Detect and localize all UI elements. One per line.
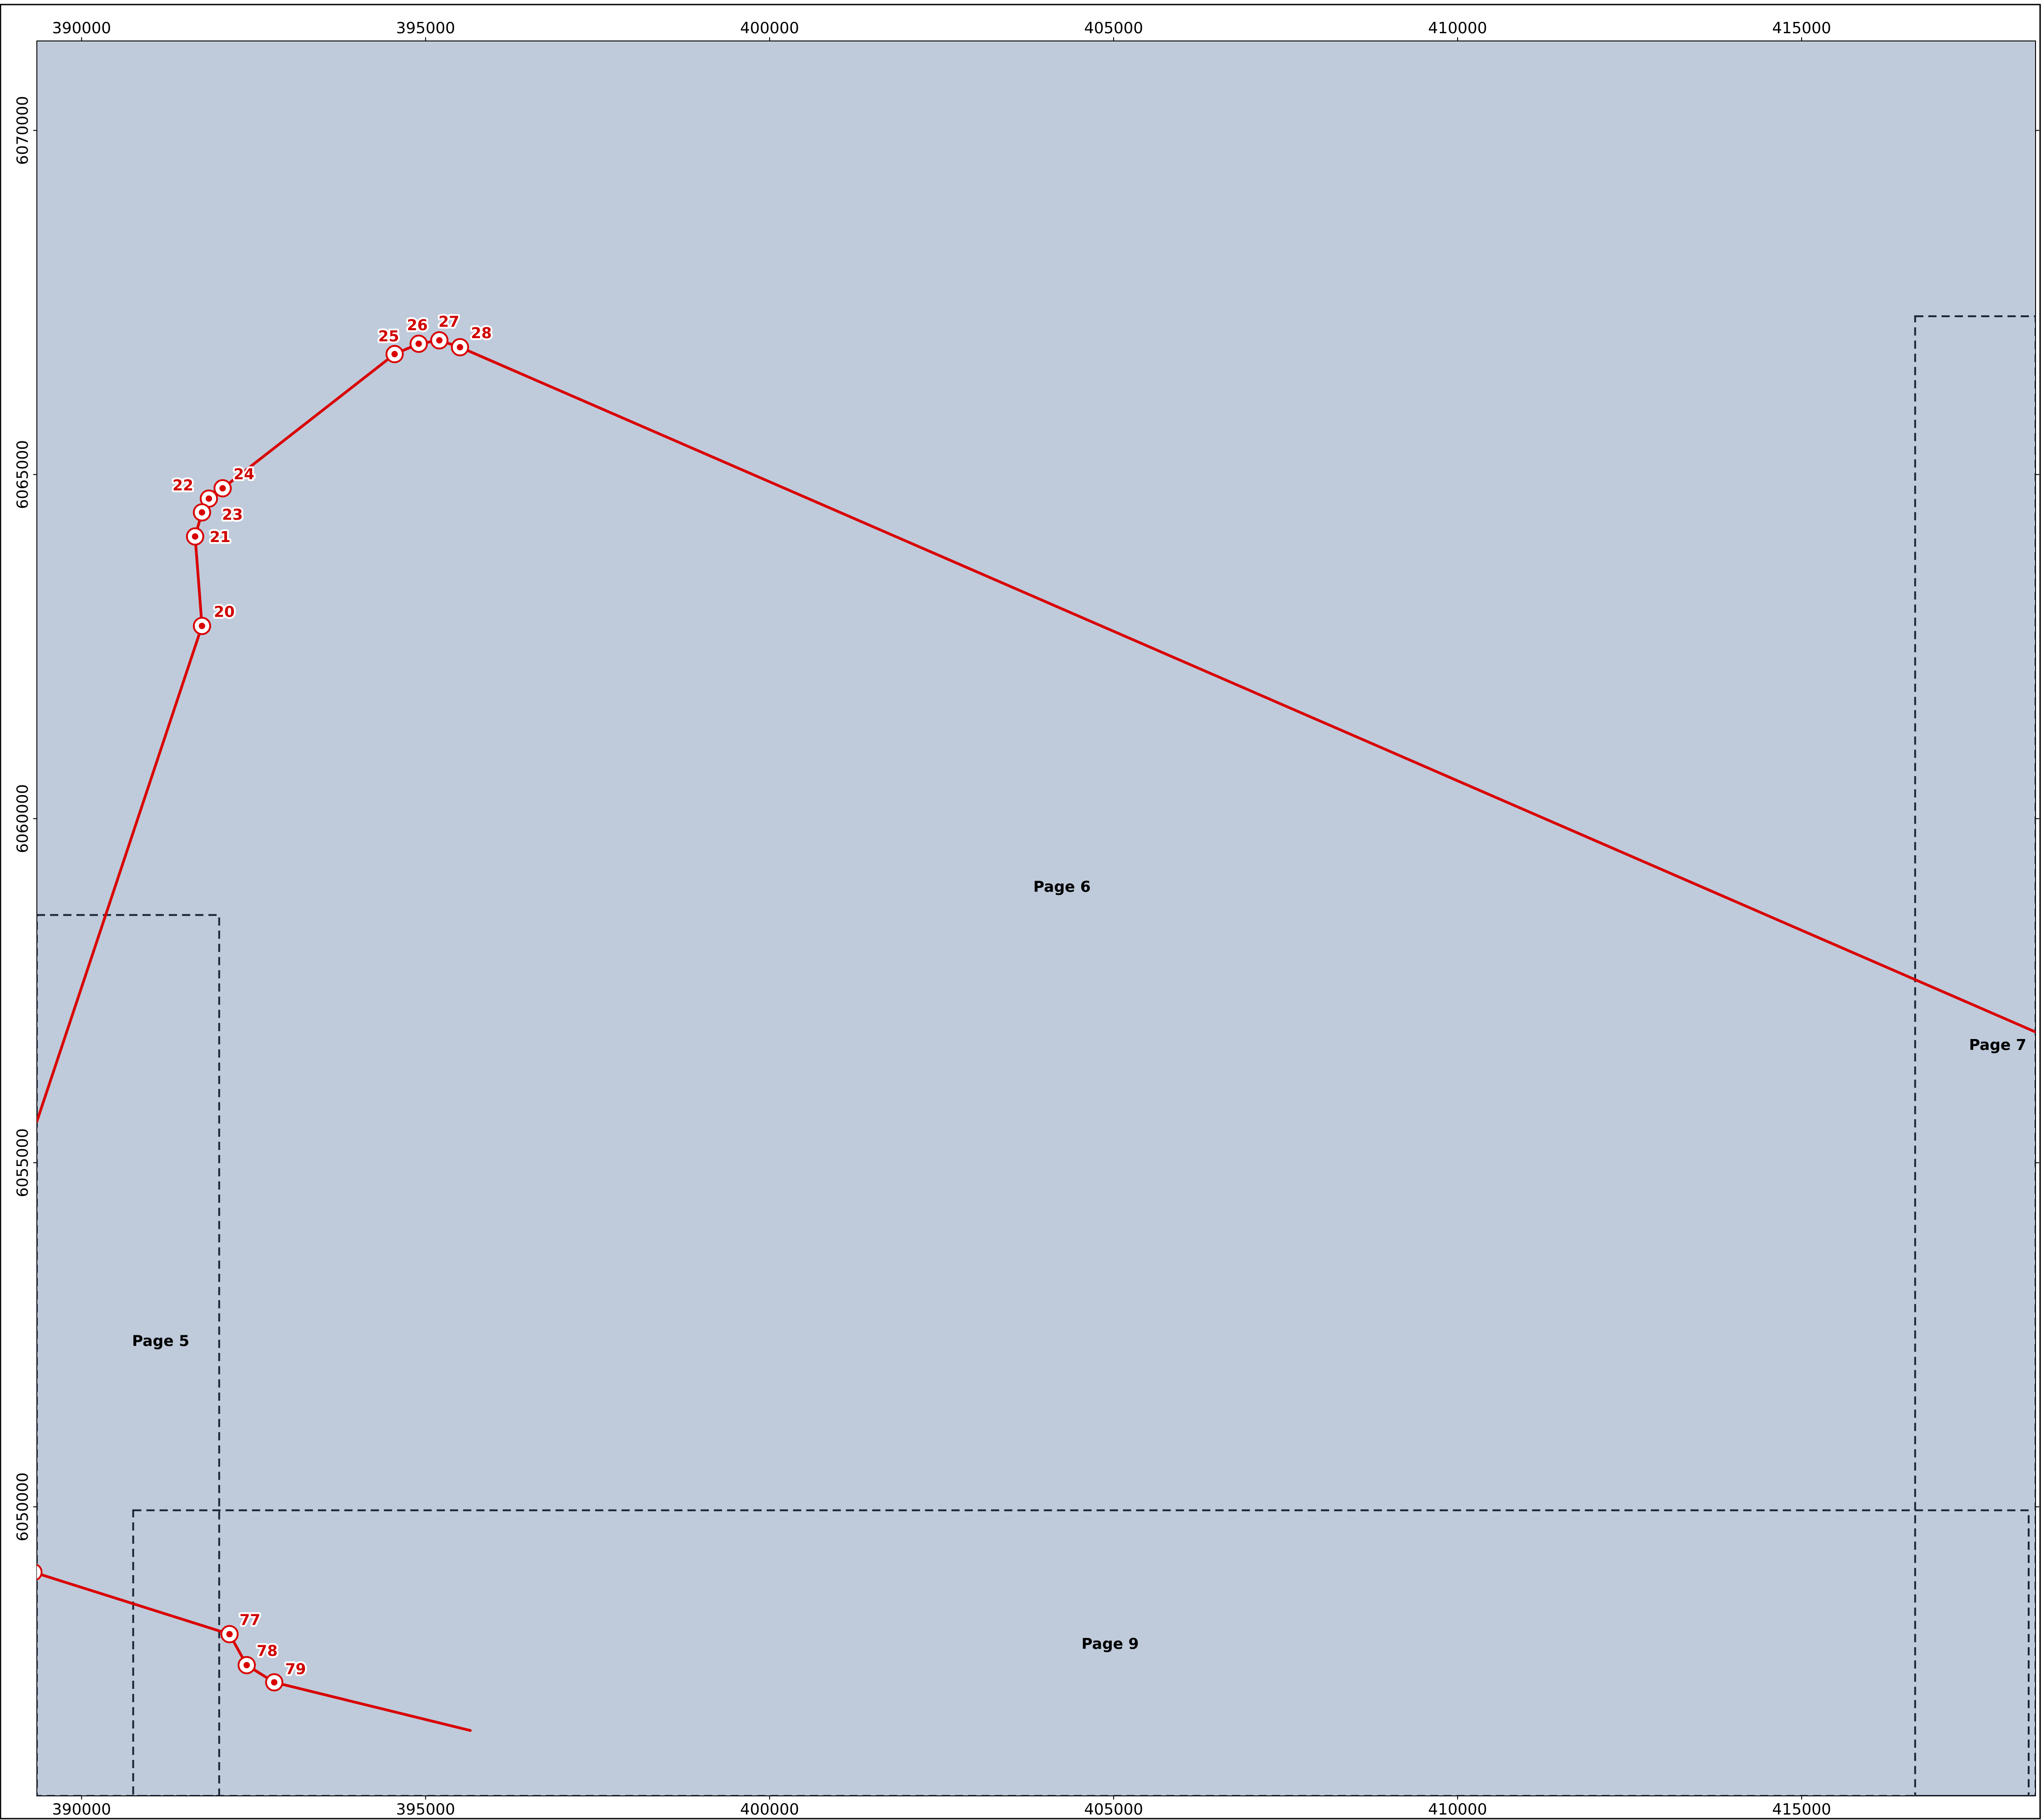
x-tick-label: 395000 (396, 1800, 455, 1819)
y-tick-label: 6050000 (14, 1472, 32, 1541)
waypoint-label: 22 (172, 477, 193, 494)
page-label-page-7: Page 7 (1969, 1036, 2026, 1054)
x-tick-label: 395000 (396, 19, 455, 37)
x-tick-label: 405000 (1084, 19, 1143, 37)
x-tick-label: 390000 (52, 1800, 111, 1819)
y-tick-label: 6060000 (14, 784, 32, 853)
waypoint-label: 78 (257, 1642, 278, 1660)
x-tick-label: 410000 (1428, 1800, 1487, 1819)
map-plot-area (36, 41, 2036, 1796)
y-axis-left: 6050000 6055000 6060000 6065000 6070000 (14, 96, 37, 1541)
waypoint-label: 21 (210, 528, 231, 546)
y-tick-label: 6055000 (14, 1128, 32, 1197)
page-labels: Page 5 Page 6 Page 7 Page 9 (132, 877, 2026, 1652)
page-label-page-5: Page 5 (132, 1332, 189, 1349)
waypoint-center-dot (391, 351, 398, 358)
waypoint-center-dot (205, 495, 212, 502)
page-label-page-9: Page 9 (1082, 1635, 1139, 1653)
waypoint-center-dot (271, 1679, 278, 1686)
waypoint-label: 24 (233, 465, 254, 483)
waypoint-label: 20 (214, 603, 235, 620)
waypoint-center-dot (456, 344, 463, 350)
x-tick-label: 410000 (1428, 19, 1487, 37)
waypoint-label: 25 (378, 327, 399, 345)
waypoint-center-dot (226, 1631, 233, 1637)
waypoint-markers[interactable]: 20 21 22 23 24 25 26 27 28 77 78 79 (25, 311, 494, 1692)
waypoint-label: 23 (222, 506, 243, 523)
waypoint-center-dot (415, 340, 422, 347)
waypoint-center-dot (243, 1662, 250, 1668)
y-tick-label: 6070000 (14, 96, 32, 165)
x-tick-label: 405000 (1084, 1800, 1143, 1819)
x-tick-label: 390000 (52, 19, 111, 37)
x-tick-label: 415000 (1772, 1800, 1831, 1819)
waypoint-center-dot (192, 533, 198, 540)
waypoint-label: 26 (407, 316, 428, 334)
x-tick-label: 400000 (740, 19, 799, 37)
waypoint-marker[interactable] (25, 1564, 43, 1581)
page-boundaries (37, 315, 2036, 1796)
page-boundary-page-9 (132, 1509, 2030, 1796)
waypoint-label: 77 (239, 1611, 260, 1629)
waypoint-center-dot (198, 623, 205, 629)
x-tick-label: 400000 (740, 1800, 799, 1819)
page-boundary-page-5 (37, 914, 220, 1796)
x-tick-label: 415000 (1772, 19, 1831, 37)
y-tick-label: 6065000 (14, 440, 32, 509)
page-boundary-page-7 (1914, 315, 2036, 1796)
page-label-page-6: Page 6 (1033, 877, 1091, 895)
waypoint-label: 27 (438, 313, 459, 330)
x-axis-top: 390000 395000 400000 405000 410000 415000 (52, 19, 1831, 41)
waypoint-center-dot (436, 337, 443, 344)
waypoint-center-dot (219, 485, 226, 492)
waypoint-center-dot (198, 509, 205, 516)
x-axis-bottom: 390000 395000 400000 405000 410000 415000 (52, 1796, 1831, 1819)
y-axis-right (2036, 130, 2039, 1507)
waypoint-label: 28 (471, 324, 492, 342)
waypoint-label: 79 (285, 1660, 306, 1678)
